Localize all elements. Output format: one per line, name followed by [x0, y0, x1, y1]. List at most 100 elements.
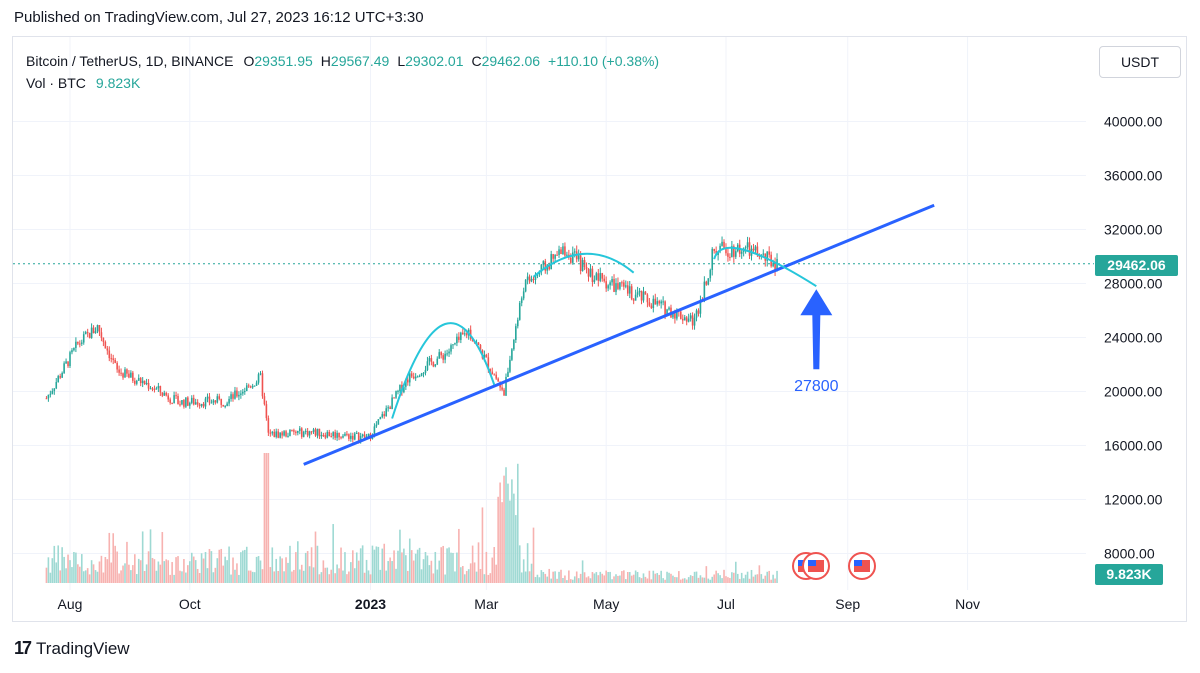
- volume-bar: [63, 556, 65, 583]
- volume-bar: [613, 576, 615, 583]
- candle-body: [355, 432, 358, 434]
- volume-bar: [513, 493, 515, 583]
- candle-body: [518, 302, 521, 320]
- event-icons: [792, 552, 876, 580]
- x-tick-label: Oct: [179, 596, 201, 612]
- candle-body: [503, 389, 505, 396]
- volume-bar: [94, 570, 97, 583]
- candle-body: [744, 247, 747, 249]
- candle-body: [259, 373, 262, 375]
- candle-body: [644, 291, 647, 295]
- candle-body: [350, 435, 352, 439]
- currency-button[interactable]: USDT: [1099, 46, 1181, 78]
- volume-bar: [389, 557, 391, 583]
- volume-bar: [583, 572, 586, 583]
- volume-bar: [187, 565, 189, 583]
- candle-body: [75, 341, 77, 348]
- candle-body: [628, 286, 631, 294]
- candle-body: [465, 333, 468, 336]
- candle-body: [169, 399, 171, 403]
- volume-bar: [399, 529, 401, 583]
- volume-bar: [314, 531, 317, 583]
- volume-bar: [212, 572, 215, 583]
- volume-bar: [98, 561, 101, 583]
- y-tick-label: 24000.00: [1104, 330, 1163, 346]
- candle-body: [216, 396, 219, 403]
- candle-body: [312, 429, 315, 432]
- volume-bar: [251, 571, 254, 583]
- candle-body: [104, 341, 107, 349]
- volume-bar: [603, 575, 606, 583]
- close-value: 29462.06: [481, 53, 541, 69]
- volume-bar: [324, 567, 327, 583]
- candle-body: [418, 375, 421, 377]
- tradingview-logo[interactable]: 17 TradingView: [14, 638, 130, 659]
- candle-body: [308, 431, 311, 436]
- volume-bar: [693, 571, 696, 583]
- candle-body: [632, 299, 635, 301]
- volume-bar: [503, 475, 505, 583]
- candle-body: [128, 373, 130, 378]
- volume-bar: [69, 560, 71, 583]
- candle-body: [493, 374, 496, 376]
- volume-bar: [198, 572, 201, 583]
- candle-body: [638, 290, 641, 293]
- candle-body: [450, 345, 452, 352]
- candle-body: [560, 249, 562, 255]
- candle-body: [330, 436, 333, 438]
- volume-bar: [330, 569, 333, 583]
- volume-bar: [550, 578, 552, 583]
- volume-bar: [137, 558, 140, 583]
- volume-bar: [112, 533, 115, 583]
- candle-body: [412, 376, 415, 379]
- candle-body: [348, 434, 350, 439]
- volume-bar: [293, 569, 295, 583]
- volume-bar: [385, 570, 388, 583]
- volume-bar: [61, 547, 63, 583]
- volume-bar: [766, 571, 769, 583]
- volume-bar: [240, 552, 242, 583]
- symbol-name[interactable]: Bitcoin / TetherUS, 1D, BINANCE: [26, 53, 234, 69]
- volume-bar: [438, 560, 441, 583]
- candle-body: [245, 385, 248, 392]
- volume-bar: [247, 570, 250, 583]
- candle-body: [255, 382, 258, 386]
- candle-body: [263, 396, 266, 405]
- candle-body: [230, 394, 232, 399]
- candle-body: [359, 436, 362, 441]
- volume-bar: [82, 571, 85, 583]
- volume-bar: [458, 528, 460, 583]
- arc-pattern: [391, 322, 496, 419]
- volume-bar: [674, 577, 676, 583]
- volume-bar: [285, 557, 287, 583]
- candle-body: [257, 374, 260, 383]
- volume-bar: [731, 572, 733, 583]
- volume-bar: [668, 572, 670, 583]
- candle-body: [73, 347, 75, 351]
- candle-body: [414, 376, 417, 379]
- candle-body: [680, 311, 682, 319]
- volume-bar: [108, 532, 111, 583]
- volume-bar: [617, 575, 619, 583]
- candle-body: [352, 435, 354, 440]
- candle-body: [47, 394, 50, 399]
- candle-body: [471, 338, 474, 342]
- volume-bars: [45, 453, 778, 583]
- candle-body: [134, 380, 136, 384]
- volume-bar: [448, 547, 450, 583]
- candle-body: [353, 433, 356, 440]
- arrow-label: 27800: [794, 378, 839, 395]
- candle-body: [719, 245, 721, 252]
- volume-bar: [552, 571, 554, 583]
- volume-bar: [707, 578, 710, 583]
- candle-body: [397, 390, 399, 392]
- volume-bar: [424, 552, 427, 583]
- y-tick-label: 32000.00: [1104, 222, 1163, 238]
- candle-body: [143, 380, 146, 385]
- candle-body: [454, 343, 456, 345]
- candle-body: [731, 246, 733, 258]
- candle-body: [202, 403, 205, 407]
- volume-bar: [680, 579, 682, 583]
- candle-body: [571, 252, 574, 263]
